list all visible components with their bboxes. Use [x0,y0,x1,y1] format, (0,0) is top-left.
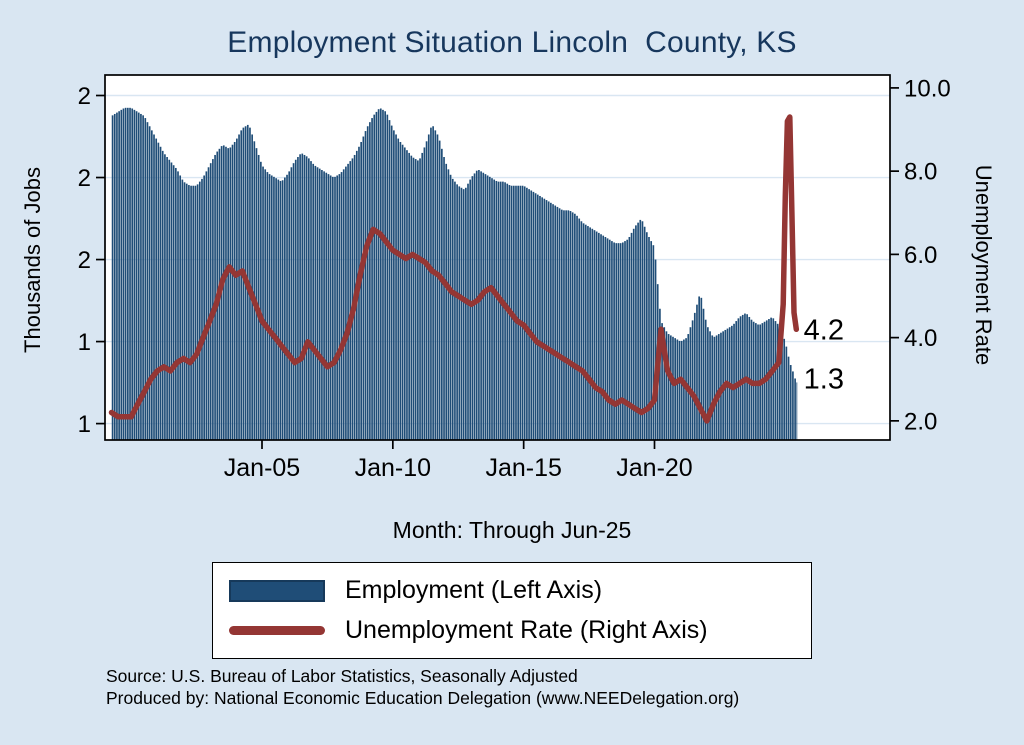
end-value-label: 1.3 [804,364,844,396]
unemployment-rate-line [108,114,800,424]
producer-line: Produced by: National Economic Education… [106,688,740,708]
source-line: Source: U.S. Bureau of Labor Statistics,… [106,666,578,686]
chart-title: Employment Situation Lincoln County, KS [227,26,797,59]
left-tick-label: 2 [78,165,91,192]
x-tick-label: Jan-15 [485,454,561,482]
chart-plot-area: Thousands of Jobs Unemployment Rate 2 2 2 1… [20,74,996,482]
plot-layer: 2 2 2 1 1 10.0 8.0 6.0 4.0 2.0 Jan-05 Jan-10 Jan-15 J… [78,74,951,482]
x-tick-label: Jan-05 [224,454,300,482]
right-tick-label: 10.0 [904,75,951,102]
legend: Employment (Left Axis) Unemployment Rate… [212,562,812,659]
x-tick-label: Jan-10 [355,454,431,482]
right-tick-label: 6.0 [904,242,937,269]
left-tick-label: 1 [78,329,91,356]
left-tick-label: 1 [78,411,91,438]
legend-item-employment: Employment (Left Axis) [229,576,787,605]
right-axis-title: Unemployment Rate [971,165,996,366]
legend-label-unemployment: Unemployment Rate (Right Axis) [345,616,708,644]
employment-bars [111,107,798,441]
x-axis-title: Month: Through Jun-25 [392,517,632,543]
legend-label-employment: Employment (Left Axis) [345,576,603,604]
end-value-label: 4.2 [804,314,844,346]
unemployment-line-swatch [229,626,325,635]
plot-background [105,75,890,440]
plot-border [104,74,891,441]
employment-bar-swatch [229,579,325,602]
left-tick-label: 2 [78,83,91,110]
source-note: Source: U.S. Bureau of Labor Statistics,… [106,665,739,709]
axis-ticks-and-labels: 2 2 2 1 1 10.0 8.0 6.0 4.0 2.0 Jan-05 Jan-10 Jan-15 J… [78,75,951,482]
left-axis-title: Thousands of Jobs [20,167,45,353]
gridlines [105,94,890,425]
legend-item-unemployment: Unemployment Rate (Right Axis) [229,616,787,645]
right-tick-label: 2.0 [904,408,937,435]
x-tick-label: Jan-20 [616,454,692,482]
right-tick-label: 4.0 [904,325,937,352]
left-tick-label: 2 [78,247,91,274]
right-tick-label: 8.0 [904,159,937,186]
